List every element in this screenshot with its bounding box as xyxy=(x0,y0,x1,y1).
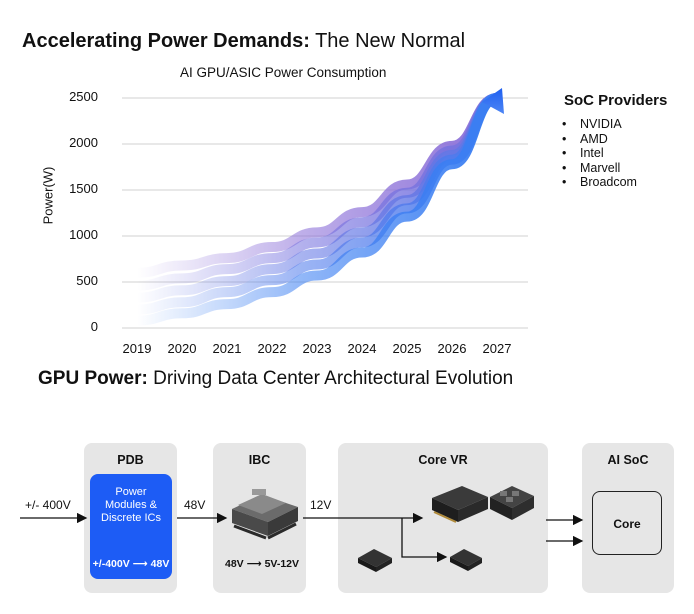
soc-provider-item: Intel xyxy=(562,146,637,161)
x-tick-label: 2022 xyxy=(257,341,287,356)
x-tick-label: 2027 xyxy=(482,341,512,356)
arrow-branch-down xyxy=(401,518,448,563)
soc-provider-item: Broadcom xyxy=(562,175,637,190)
x-tick-label: 2020 xyxy=(167,341,197,356)
voltage-12v-label: 12V xyxy=(310,498,332,512)
vr-module-image xyxy=(432,486,488,523)
pdb-conversion: +/-400V ⟶ 48V xyxy=(92,558,170,570)
ibc-label: IBC xyxy=(248,453,271,467)
ibc-conversion: 48V ⟶ 5V-12V xyxy=(224,558,300,570)
section-title: GPU Power: Driving Data Center Architect… xyxy=(38,368,514,389)
x-tick-label: 2025 xyxy=(392,341,422,356)
y-tick-label: 0 xyxy=(90,319,98,334)
soc-provider-item: NVIDIA xyxy=(562,117,637,132)
vr-chip-image-left xyxy=(358,549,392,572)
vr-chip-image-right xyxy=(450,549,482,571)
x-tick-label: 2024 xyxy=(347,341,377,356)
y-tick-label: 1000 xyxy=(69,227,98,242)
y-tick-label: 500 xyxy=(76,273,98,288)
core-vr-label: Core VR xyxy=(418,453,468,467)
ai-soc-panel xyxy=(582,443,674,593)
soc-providers-title: SoC Providers xyxy=(564,92,668,109)
x-tick-label: 2021 xyxy=(212,341,242,356)
vr-heatsink-image xyxy=(490,486,534,520)
core-box: Core xyxy=(592,491,662,555)
x-tick-label: 2019 xyxy=(122,341,152,356)
pdb-text-line: Discrete ICs xyxy=(101,512,161,524)
chart-title: AI GPU/ASIC Power Consumption xyxy=(180,65,387,80)
pdb-module-box: Power Modules & Discrete ICs +/-400V ⟶ 4… xyxy=(90,474,172,579)
soc-providers-list: NVIDIA AMD Intel Marvell Broadcom xyxy=(562,117,637,190)
soc-provider-item: Marvell xyxy=(562,161,637,176)
soc-provider-item: AMD xyxy=(562,132,637,147)
page-title: Accelerating Power Demands: The New Norm… xyxy=(22,30,466,52)
pdb-text-line: Power xyxy=(115,486,147,498)
x-tick-label: 2026 xyxy=(437,341,467,356)
pdb-text-line: Modules & xyxy=(105,499,157,511)
y-tick-label: 2500 xyxy=(69,89,98,104)
input-voltage-label: +/- 400V xyxy=(25,498,71,512)
pdb-label: PDB xyxy=(117,453,144,467)
y-tick-label: 2000 xyxy=(69,135,98,150)
ai-soc-label: AI SoC xyxy=(607,453,649,467)
x-tick-label: 2023 xyxy=(302,341,332,356)
power-curve-5 xyxy=(132,93,502,326)
voltage-48v-label: 48V xyxy=(184,498,206,512)
ibc-module-image xyxy=(232,489,298,540)
trend-arrow-head xyxy=(482,88,504,114)
y-tick-label: 1500 xyxy=(69,181,98,196)
